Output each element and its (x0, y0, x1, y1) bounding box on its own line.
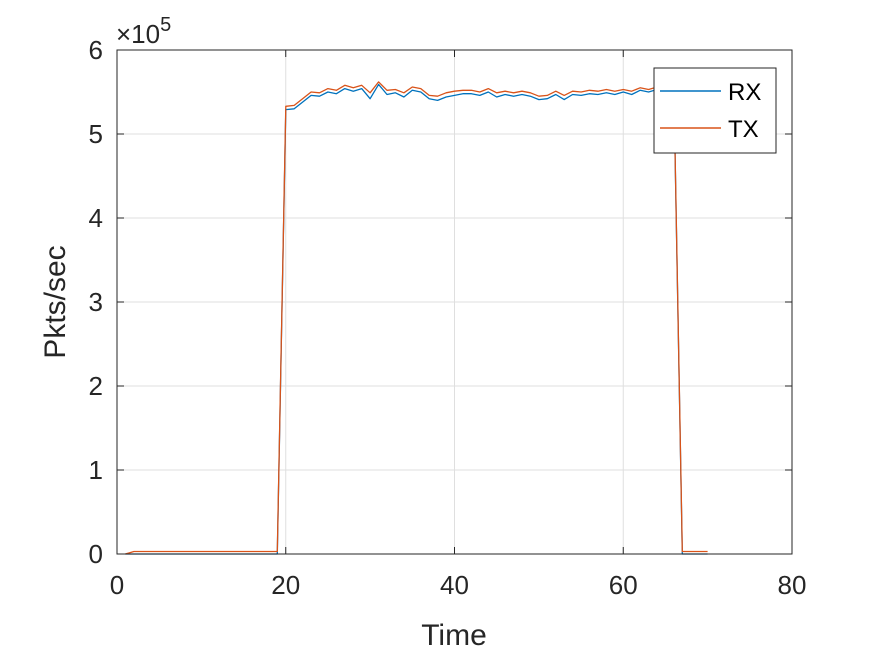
legend-label-rx: RX (728, 79, 761, 106)
y-tick-label: 5 (89, 119, 103, 149)
y-exponent-power: 5 (160, 14, 171, 36)
legend: RX TX (653, 67, 777, 154)
x-tick-label: 0 (110, 570, 124, 600)
y-exponent-label: ×105 (116, 14, 171, 49)
y-tick-label: 0 (89, 539, 103, 569)
y-tick-label: 3 (89, 287, 103, 317)
y-axis-label: Pkts/sec (39, 245, 72, 358)
x-tick-label: 40 (440, 570, 469, 600)
legend-label-tx: TX (728, 116, 759, 143)
y-tick-label: 6 (89, 35, 103, 65)
series-line-tx (125, 81, 708, 555)
y-tick-label: 4 (89, 203, 103, 233)
x-tick-label: 20 (271, 570, 300, 600)
x-axis-label: Time (421, 619, 487, 652)
x-axis-ticks: 0 20 40 60 80 (110, 50, 807, 600)
x-tick-label: 60 (609, 570, 638, 600)
y-tick-label: 1 (89, 455, 103, 485)
y-axis-ticks: 0 1 2 3 4 5 6 (89, 35, 792, 569)
x-tick-label: 80 (778, 570, 807, 600)
legend-box (653, 67, 777, 154)
y-tick-label: 2 (89, 371, 103, 401)
